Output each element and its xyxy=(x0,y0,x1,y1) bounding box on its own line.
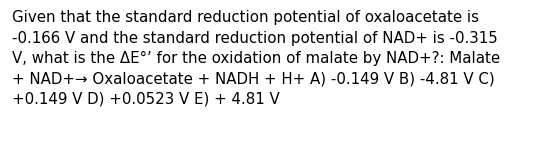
Text: Given that the standard reduction potential of oxaloacetate is
-0.166 V and the : Given that the standard reduction potent… xyxy=(12,10,501,107)
